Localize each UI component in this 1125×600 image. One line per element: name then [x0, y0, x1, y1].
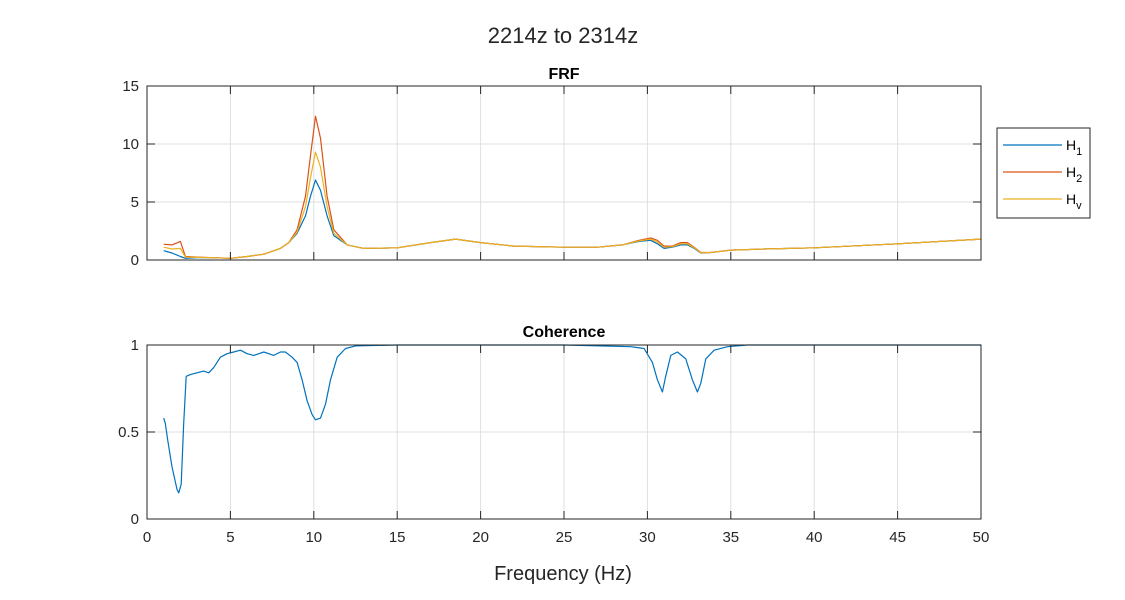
frf-y-tick-label: 10: [122, 136, 139, 153]
frf-y-tick-label: 5: [131, 194, 139, 211]
frf-axes: 0 5 10 15 FRF: [122, 66, 982, 269]
coherence-x-tick-label: 45: [889, 529, 906, 546]
coherence-axes-box: [146, 344, 982, 520]
legend-label-hv: Hv: [1066, 191, 1082, 212]
frf-y-tick-label: 0: [131, 252, 139, 269]
coherence-y-tick-label: 0: [131, 511, 139, 528]
frf-series-hv-line: [163, 151, 982, 259]
coherence-y-tick-label: 1: [131, 337, 139, 354]
frf-axes-box: [146, 85, 982, 261]
legend-label-main: H: [1066, 137, 1076, 153]
legend-label-h2: H2: [1066, 164, 1082, 185]
coherence-y-tick-label: 0.5: [118, 424, 139, 441]
figure-title: 2214z to 2314z: [488, 23, 638, 48]
coherence-x-tick-label: 15: [389, 529, 406, 546]
coherence-x-tick-label: 40: [806, 529, 823, 546]
legend-label-subscript: 1: [1076, 146, 1082, 158]
coherence-x-tick-label: 0: [143, 529, 151, 546]
x-axis-label: Frequency (Hz): [494, 563, 632, 585]
legend-label-main: H: [1066, 191, 1076, 207]
legend-label-main: H: [1066, 164, 1076, 180]
coherence-x-tick-label: 20: [472, 529, 489, 546]
legend-box: [996, 127, 1091, 219]
frf-title: FRF: [548, 66, 579, 83]
coherence-x-tick-label: 35: [722, 529, 739, 546]
coherence-title: Coherence: [523, 324, 606, 341]
coherence-x-tick-label: 10: [305, 529, 322, 546]
coherence-x-tick-label: 30: [639, 529, 656, 546]
frf-y-tick-label: 15: [122, 78, 139, 95]
coherence-x-tick-label: 25: [556, 529, 573, 546]
coherence-axes: 0 5 10 15 20 25 30 35 40 45 50 0 0.5 1 Coherence: [118, 324, 989, 546]
coherence-series-line: [163, 344, 981, 494]
coherence-x-tick-label: 5: [226, 529, 234, 546]
coherence-x-tick-label: 50: [973, 529, 990, 546]
coherence-series-group: [163, 344, 981, 494]
frf-series-group: [163, 115, 982, 259]
legend-label-subscript: v: [1076, 200, 1082, 212]
legend-label-h1: H1: [1066, 137, 1082, 158]
legend-label-subscript: 2: [1076, 173, 1082, 185]
